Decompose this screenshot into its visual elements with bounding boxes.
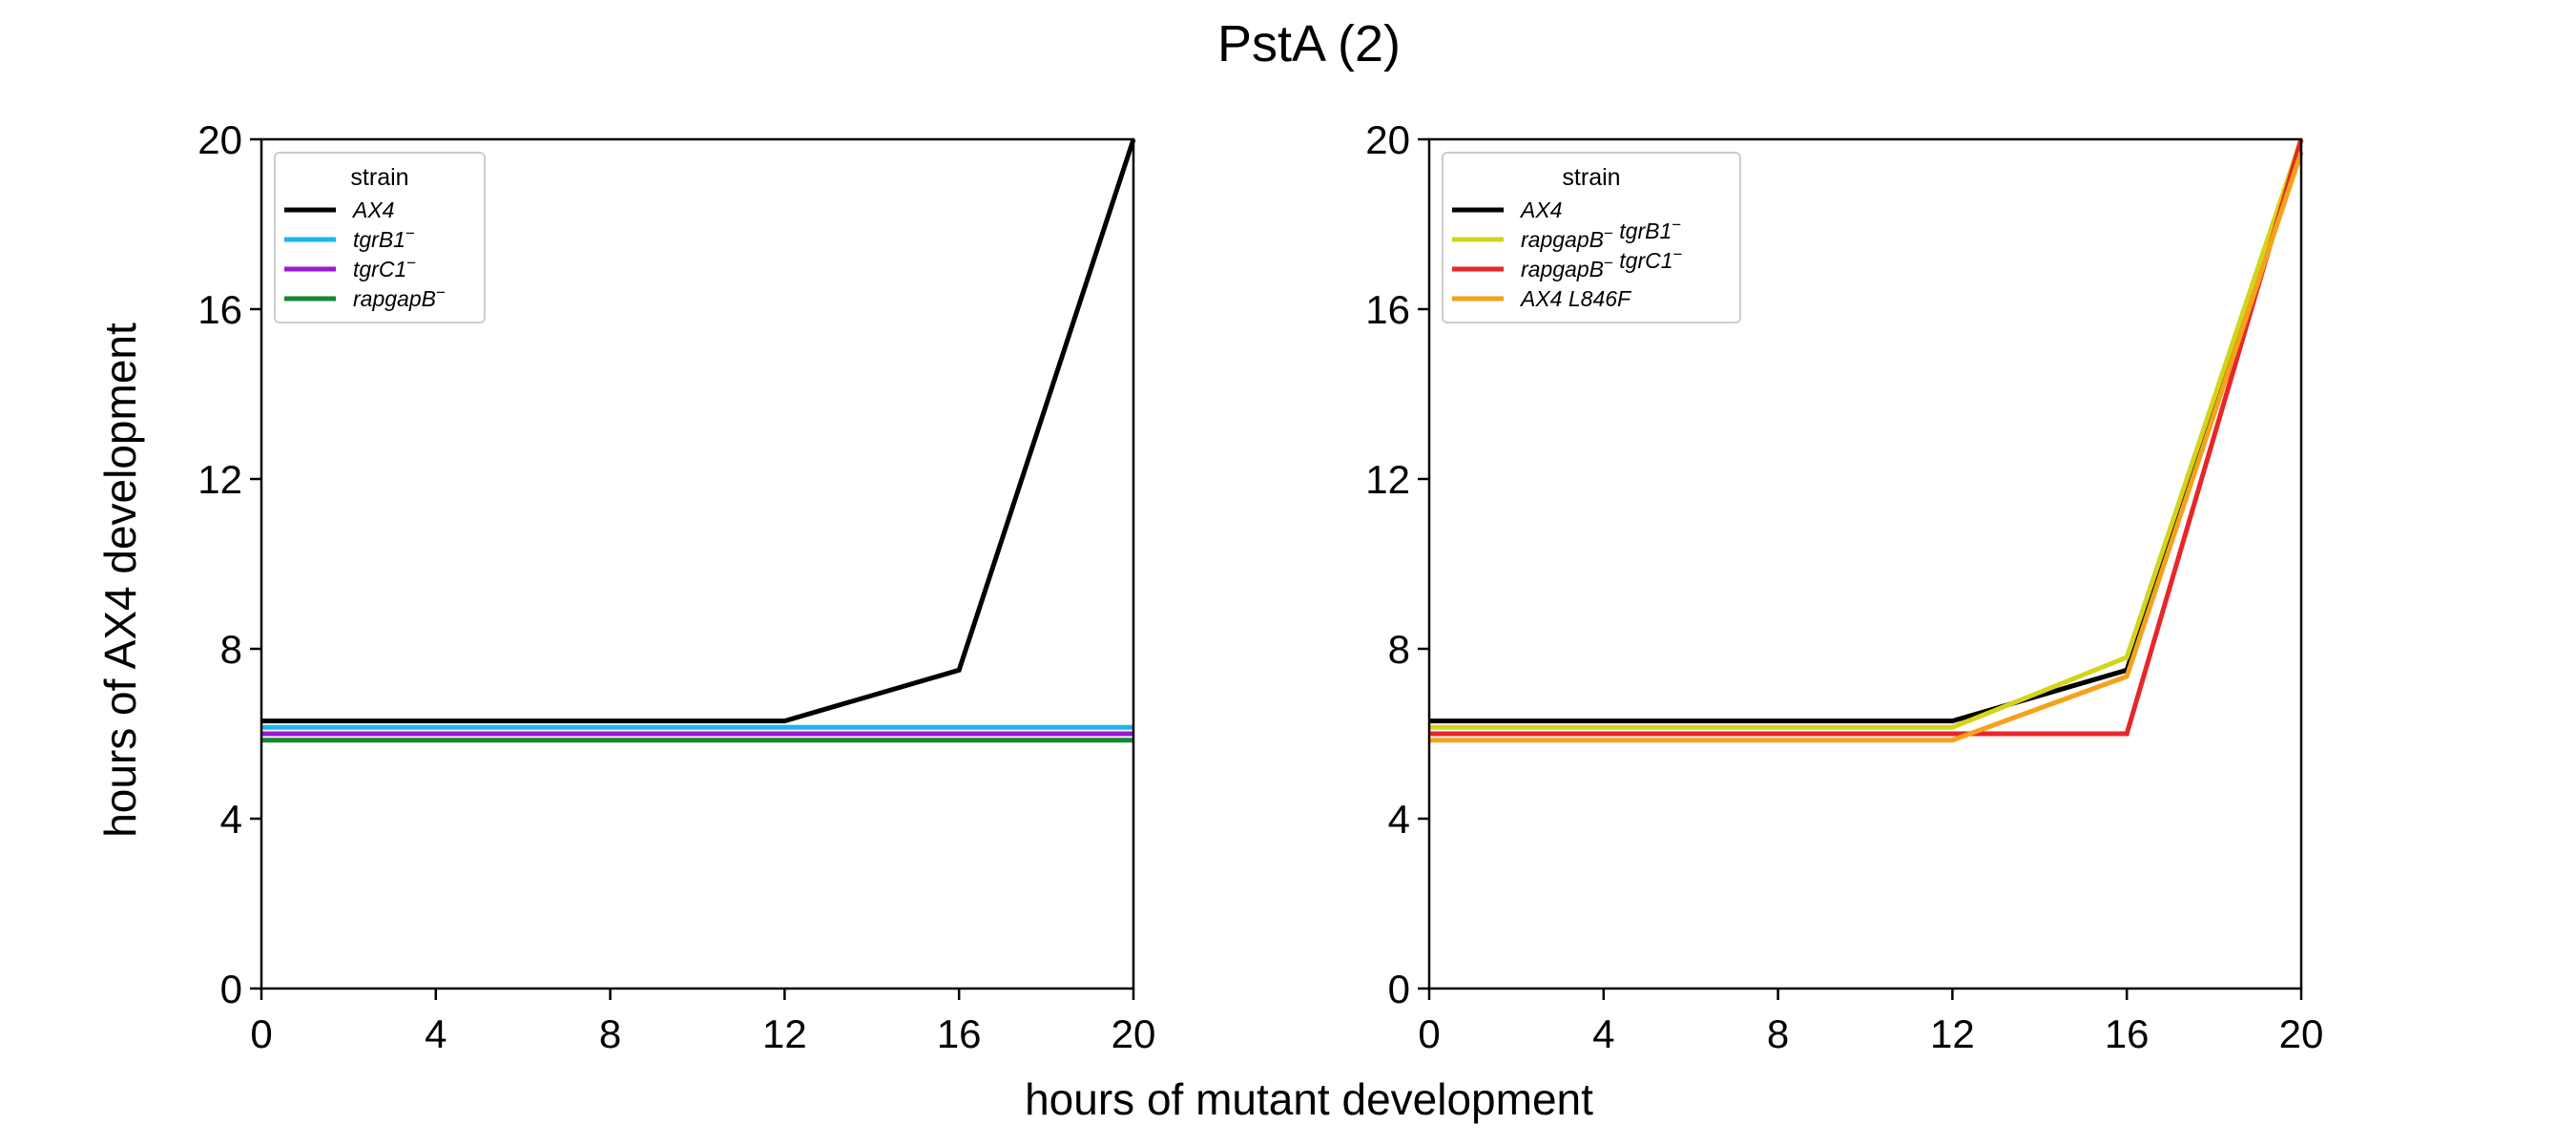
legend-entry-label: rapgapB− tgrC1− <box>1521 245 1683 281</box>
y-tick-label: 12 <box>1365 457 1410 502</box>
x-tick-label: 16 <box>2105 1011 2150 1056</box>
y-tick-label: 4 <box>220 797 242 842</box>
y-tick-label: 8 <box>220 627 242 672</box>
series-line-0-0 <box>261 138 1136 724</box>
y-tick-label: 0 <box>220 967 242 1011</box>
x-tick-label: 8 <box>599 1011 621 1056</box>
legend-title: strain <box>1562 164 1620 191</box>
series-line-1-2 <box>1429 138 2304 737</box>
y-tick-label: 0 <box>1388 967 1410 1011</box>
x-tick-label: 20 <box>2279 1011 2324 1056</box>
y-tick-label: 16 <box>1365 287 1410 332</box>
legend-entry-label: tgrC1− <box>353 254 416 281</box>
legend-entry-label: AX4 <box>1519 198 1562 222</box>
plot-frame <box>1427 137 2303 990</box>
legend-entry-label: tgrB1− <box>353 224 415 252</box>
legend-box <box>1442 152 1741 323</box>
legend-entry-label: rapgapB− tgrB1− <box>1521 216 1681 252</box>
y-tick-label: 4 <box>1388 797 1410 842</box>
figure-title: PstA (2) <box>1217 15 1401 73</box>
legend-title: strain <box>350 164 408 191</box>
series-line-1-3 <box>1429 151 2304 743</box>
y-tick-label: 8 <box>1388 627 1410 672</box>
x-tick-label: 8 <box>1767 1011 1789 1056</box>
y-axis-label: hours of AX4 development <box>95 323 145 838</box>
y-tick-label: 16 <box>197 287 242 332</box>
x-tick-label: 0 <box>250 1011 272 1056</box>
x-tick-label: 0 <box>1418 1011 1440 1056</box>
x-axis-label: hours of mutant development <box>1025 1074 1593 1124</box>
series-line-1-1 <box>1429 138 2304 730</box>
x-tick-label: 4 <box>1592 1011 1614 1056</box>
left-panel: 0 4 8 12 16 20 0 4 8 12 16 20 strain AX4tgrB1−tgrC1−r… <box>197 117 1155 1056</box>
x-tick-label: 12 <box>1930 1011 1975 1056</box>
x-tick-label: 4 <box>425 1011 447 1056</box>
x-tick-label: 12 <box>762 1011 807 1056</box>
y-tick-label: 12 <box>197 457 242 502</box>
plot-frame <box>260 137 1135 990</box>
y-tick-label: 20 <box>197 117 242 162</box>
legend-entry-label: AX4 <box>351 198 394 222</box>
x-tick-label: 16 <box>937 1011 982 1056</box>
legend-box <box>274 152 486 323</box>
legend-entry-label: rapgapB− <box>353 283 446 311</box>
x-tick-label: 20 <box>1111 1011 1156 1056</box>
y-tick-label: 20 <box>1365 117 1410 162</box>
legend-entry-label: AX4 L846F <box>1519 286 1632 311</box>
